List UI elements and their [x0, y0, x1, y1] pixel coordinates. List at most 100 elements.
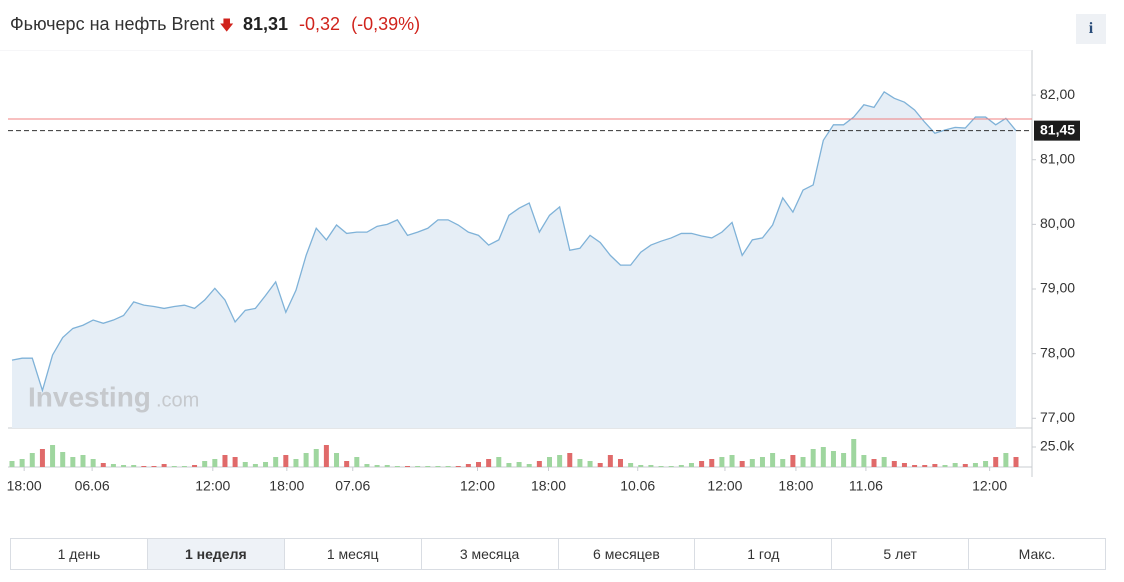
header: Фьючерс на нефть Brent 🡇 81,31 -0,32 (-0…: [10, 14, 420, 39]
volume-bar: [881, 457, 887, 467]
current-price-box: [1034, 120, 1080, 141]
period-button[interactable]: 5 лет: [831, 539, 968, 569]
volume-bar: [912, 465, 918, 467]
volume-bar: [617, 459, 623, 467]
volume-bar: [212, 459, 218, 467]
volume-bar: [678, 465, 684, 467]
volume-bar: [90, 459, 96, 467]
volume-bar: [222, 455, 228, 467]
price-line: [11, 90, 1017, 393]
volume-bar: [1003, 453, 1009, 467]
volume-bar: [719, 457, 725, 467]
volume-bar: [972, 463, 978, 467]
chart: 77,00 78,00 79,00 80,00 81,00 82,00 25.0k 18:00…: [0, 50, 1080, 494]
volume-bar: [699, 461, 705, 467]
volume-bar: [252, 464, 258, 467]
volume-bar: [29, 453, 35, 467]
volume-bar: [364, 464, 370, 467]
volume-bar: [952, 463, 958, 467]
volume-bar: [587, 461, 593, 467]
volume-bar: [567, 453, 573, 467]
volume-bar: [688, 463, 694, 467]
volume-bar: [759, 457, 765, 467]
volume-bar: [1013, 457, 1019, 467]
volume-bar: [334, 453, 340, 467]
period-button[interactable]: Макс.: [968, 539, 1105, 569]
volume-tick-label: 25.0k: [1040, 438, 1075, 454]
x-tick-label: 12:00: [460, 478, 495, 494]
volume-bar: [19, 459, 25, 467]
info-button[interactable]: i: [1076, 14, 1106, 44]
period-button[interactable]: 1 неделя: [146, 539, 284, 569]
volume-bar: [151, 466, 157, 467]
volume-bar: [121, 465, 127, 467]
x-tick-label: 18:00: [269, 478, 304, 494]
volume-bar: [39, 449, 45, 467]
volume-bar: [171, 466, 177, 467]
title: Фьючерс на нефть Brent: [10, 14, 215, 34]
volume-bar: [131, 465, 137, 467]
volume-bar: [739, 461, 745, 467]
change: -0,32: [299, 14, 341, 34]
volume-bar: [455, 466, 461, 467]
period-button[interactable]: 1 год: [694, 539, 831, 569]
down-arrow: 🡇: [219, 17, 234, 33]
volume-bar: [232, 457, 238, 467]
volume-bar: [60, 452, 66, 467]
volume-bar: [810, 449, 816, 467]
volume-bar: [901, 463, 907, 467]
volume-bar: [415, 466, 421, 467]
volume-bar: [607, 455, 613, 467]
volume-bar: [9, 461, 15, 467]
volume-bar: [405, 466, 411, 467]
current-price-label: 81,45: [1040, 121, 1075, 137]
volume-bar: [830, 451, 836, 467]
volume-bar: [323, 445, 329, 467]
volume-bar: [496, 457, 502, 467]
period-button[interactable]: 1 месяц: [283, 539, 421, 569]
watermark: Investing .com: [28, 381, 199, 412]
volume-bar: [141, 466, 147, 467]
volume-bar: [729, 455, 735, 467]
x-tick-label: 12:00: [707, 478, 742, 494]
volume-bar: [557, 455, 563, 467]
period-button[interactable]: 3 месяца: [420, 539, 558, 569]
volume-bar: [435, 466, 441, 467]
volume-bar: [658, 466, 664, 467]
volume-bar: [354, 457, 360, 467]
y-tick-label: 81,00: [1040, 150, 1075, 166]
volume-bar: [110, 464, 116, 467]
volume-bar: [749, 459, 755, 467]
volume-bar: [293, 459, 299, 467]
period-button[interactable]: 6 месяцев: [557, 539, 695, 569]
volume-bar: [780, 459, 786, 467]
volume-bar: [486, 459, 492, 467]
volume-bar: [851, 439, 857, 467]
area-fill: [12, 91, 1016, 429]
volume-bar: [283, 455, 289, 467]
watermark-suffix: .com: [156, 389, 199, 411]
volume-bar: [161, 464, 167, 467]
x-tick-label: 07.06: [335, 478, 370, 494]
volume-bar: [546, 457, 552, 467]
x-tick-label: 18:00: [531, 478, 566, 494]
change-percent: (-0,39%): [351, 14, 421, 34]
volume-bar: [465, 464, 471, 467]
volume-bar: [526, 464, 532, 467]
period-selector: 1 день 1 неделя 1 месяц 3 месяца 6 месяцев 1 …: [10, 538, 1106, 570]
y-tick-label: 77,00: [1040, 409, 1075, 425]
y-tick-label: 78,00: [1040, 344, 1075, 360]
volume-bar: [50, 445, 56, 467]
x-tick-label: 18:00: [778, 478, 813, 494]
volume-bar: [962, 464, 968, 467]
volume-bar: [313, 449, 319, 467]
volume-bar: [628, 463, 634, 467]
period-button[interactable]: 1 день: [57, 546, 101, 562]
volume-bar: [100, 463, 106, 467]
volume-bar: [344, 461, 350, 467]
volume-bar: [648, 465, 654, 467]
volume-bar: [577, 459, 583, 467]
volume-bar: [638, 465, 644, 467]
volume-bar: [394, 466, 400, 467]
